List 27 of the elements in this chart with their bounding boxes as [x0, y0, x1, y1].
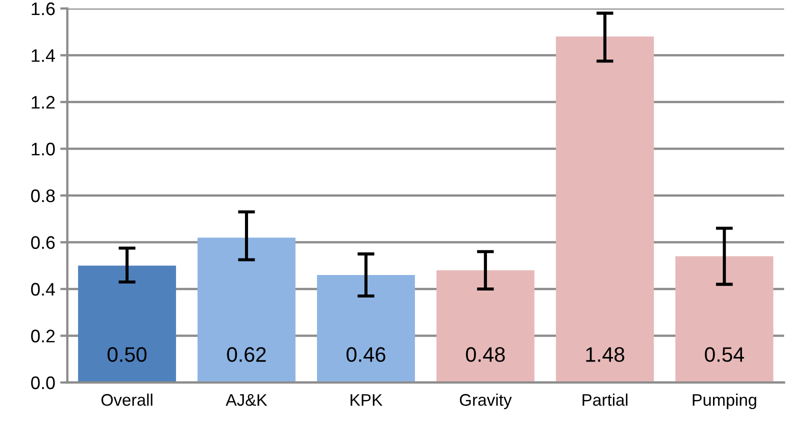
- bar: [198, 238, 296, 382]
- y-tick-label: 1.6: [32, 2, 55, 16]
- x-tick-label: Gravity: [460, 394, 512, 410]
- bar: [316, 274, 415, 382]
- x-tick-label: KPK: [350, 394, 382, 406]
- y-tick-label: 0.8: [31, 189, 55, 202]
- y-tick-label: 0.0: [31, 376, 55, 390]
- y-tick-label: 0.4: [31, 282, 55, 296]
- bar: [556, 36, 654, 382]
- x-tick-label: Pumping: [692, 394, 756, 410]
- data-label: 0.46: [346, 347, 386, 362]
- y-tick-label: 0.6: [31, 236, 55, 249]
- data-label: 0.62: [227, 347, 266, 362]
- y-tick-label: 1.0: [32, 142, 55, 156]
- bar: [78, 266, 176, 382]
- x-tick-label: AJ&K: [226, 394, 268, 406]
- bar: [436, 270, 534, 382]
- data-label: 1.48: [586, 347, 624, 362]
- data-label: 0.54: [704, 347, 744, 362]
- data-label: 0.48: [466, 347, 505, 362]
- x-tick-label: Overall: [101, 394, 152, 406]
- y-tick-label: 0.2: [31, 330, 55, 342]
- data-label: 0.50: [108, 347, 147, 362]
- x-tick-label: Partial: [582, 394, 628, 406]
- bar: [675, 256, 774, 382]
- y-tick-label: 1.4: [32, 49, 55, 62]
- y-tick-label: 1.2: [32, 96, 55, 109]
